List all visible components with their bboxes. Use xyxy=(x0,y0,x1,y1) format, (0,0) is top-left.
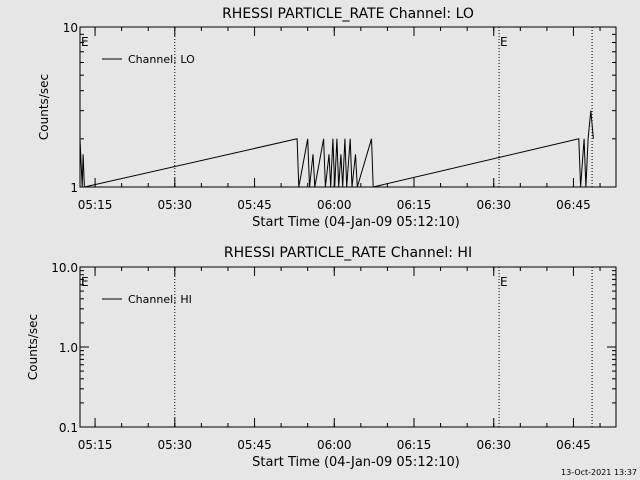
y-axis-label: Counts/sec xyxy=(26,314,40,380)
y-tick-label: 0.1 xyxy=(59,421,78,435)
event-marker-label: E xyxy=(500,35,508,49)
x-tick-label: 05:15 xyxy=(78,438,113,452)
x-tick-label: 05:30 xyxy=(157,198,192,212)
chart-title: RHESSI PARTICLE_RATE Channel: LO xyxy=(222,6,474,22)
x-tick-label: 06:45 xyxy=(556,438,591,452)
x-tick-label: 06:15 xyxy=(397,438,432,452)
x-tick-label: 05:45 xyxy=(237,438,272,452)
x-tick-label: 06:15 xyxy=(397,198,432,212)
x-tick-label: 06:00 xyxy=(317,438,352,452)
x-tick-label: 05:30 xyxy=(157,438,192,452)
x-tick-label: 06:00 xyxy=(317,198,352,212)
x-axis-label: Start Time (04-Jan-09 05:12:10) xyxy=(252,455,460,470)
y-tick-label: 1 xyxy=(70,181,78,195)
y-tick-label: 1.0 xyxy=(59,341,78,355)
event-marker-label: E xyxy=(81,275,89,289)
y-axis-label: Counts/sec xyxy=(37,74,51,140)
plot-area-frame xyxy=(79,26,617,188)
plot-area-frame xyxy=(79,266,617,428)
y-tick-label: 10 xyxy=(63,21,78,35)
event-marker-label: E xyxy=(81,35,89,49)
y-tick-label: 10.0 xyxy=(51,261,78,275)
chart-title: RHESSI PARTICLE_RATE Channel: HI xyxy=(224,245,472,261)
legend-label: Channel: HI xyxy=(128,293,192,306)
x-tick-label: 05:45 xyxy=(237,198,272,212)
legend-label: Channel: LO xyxy=(128,53,195,66)
x-tick-label: 06:30 xyxy=(476,438,511,452)
x-tick-label: 06:45 xyxy=(556,198,591,212)
x-tick-label: 05:15 xyxy=(78,198,113,212)
event-marker-label: E xyxy=(500,275,508,289)
chart-panel-1: RHESSI PARTICLE_RATE Channel: LO 1 10 05:15… xyxy=(37,6,617,230)
chart-panel-2: RHESSI PARTICLE_RATE Channel: HI 0.1 1.0 10… xyxy=(26,245,617,470)
series-line-1 xyxy=(79,110,594,188)
footer-timestamp: 13-Oct-2021 13:37 xyxy=(561,468,637,477)
x-tick-label: 06:30 xyxy=(476,198,511,212)
x-axis-label: Start Time (04-Jan-09 05:12:10) xyxy=(252,215,460,230)
